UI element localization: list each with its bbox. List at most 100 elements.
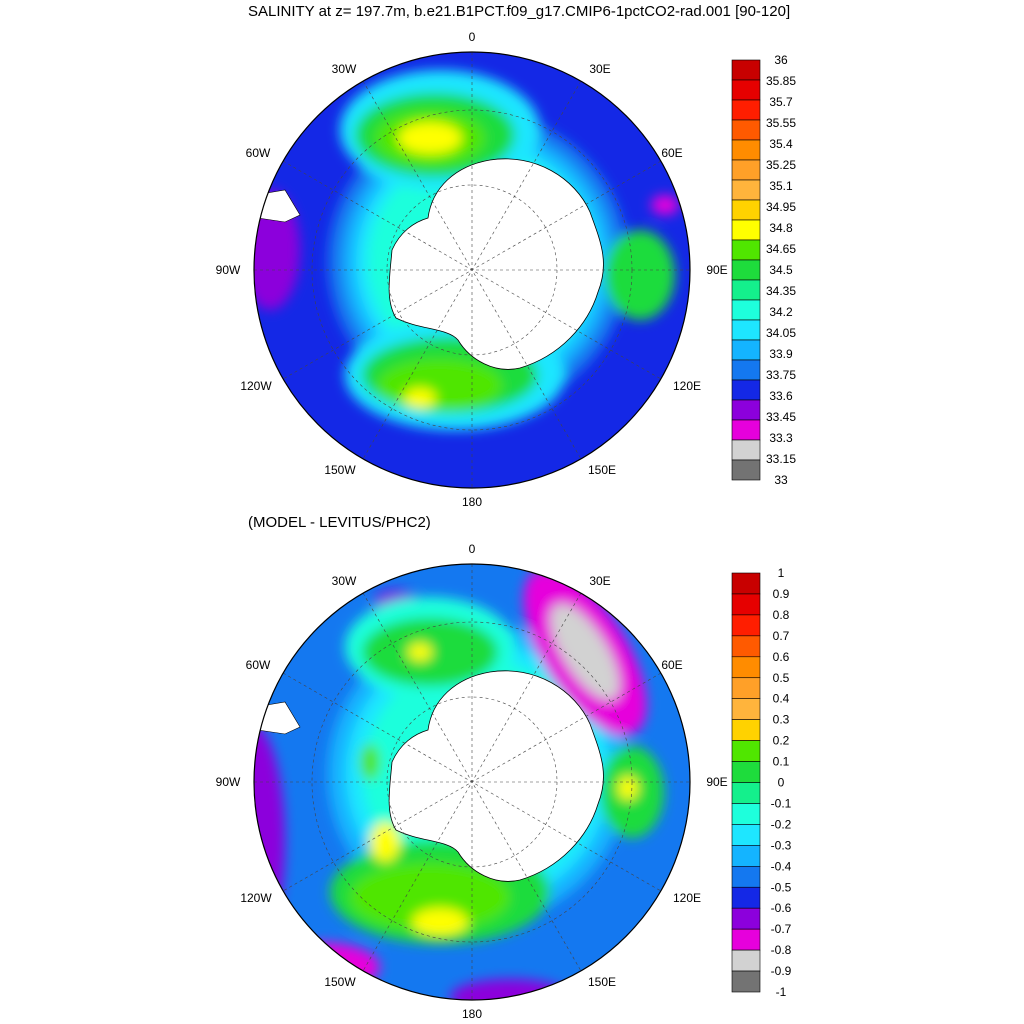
colorbar-swatch: [731, 656, 761, 679]
colorbar-tick-label: 33: [774, 473, 788, 487]
colorbar-swatch: [731, 824, 761, 846]
colorbar-tick-label: -0.6: [771, 901, 792, 915]
colorbar-swatch: [731, 593, 761, 616]
colorbar-tick-label: 0.9: [773, 587, 790, 601]
colorbar-tick-label: -0.2: [771, 817, 792, 831]
colorbar-swatch: [731, 399, 761, 421]
colorbar-tick-label: 34.65: [766, 242, 796, 256]
lon-label-60w: 60W: [246, 146, 271, 160]
colorbar-tick-label: 35.85: [766, 74, 796, 88]
lon-label-150e: 150E: [588, 975, 616, 989]
colorbar-tick-label: 34.95: [766, 200, 796, 214]
salinity-map-panel: 0 30E 60E 90E 120E 150E 180 150W 120W 90…: [216, 30, 797, 509]
colorbar-swatch: [731, 159, 761, 181]
colorbar-tick-label: 33.75: [766, 368, 796, 382]
colorbar-tick-label: 34.5: [769, 263, 793, 277]
lon-label-120e: 120E: [673, 379, 701, 393]
colorbar-tick-label: 0.5: [773, 671, 790, 685]
colorbar-tick-label: 33.9: [769, 347, 793, 361]
graticule: [254, 52, 690, 488]
colorbar-tick-label: -0.7: [771, 922, 792, 936]
lon-label-120e: 120E: [673, 891, 701, 905]
colorbar-swatch: [731, 259, 761, 281]
colorbar-swatch: [731, 239, 761, 261]
colorbar-tick-label: 0: [778, 776, 785, 790]
colorbar-swatch: [731, 219, 761, 241]
lon-label-120w: 120W: [240, 891, 272, 905]
colorbar-swatch: [731, 339, 761, 361]
colorbar-swatch: [731, 119, 761, 141]
colorbar-tick-label: 0.4: [773, 692, 790, 706]
colorbar-swatch: [731, 59, 761, 81]
colorbar-swatch: [731, 865, 761, 888]
lon-label-90e: 90E: [706, 775, 727, 789]
colorbar-swatch: [731, 299, 761, 321]
lon-label-180: 180: [462, 1007, 482, 1021]
difference-subtitle: (MODEL - LEVITUS/PHC2): [248, 514, 431, 531]
colorbar-swatch: [731, 459, 761, 481]
lon-label-0: 0: [469, 30, 476, 44]
colorbar-tick-label: 34.8: [769, 221, 793, 235]
colorbar-tick-label: 0.8: [773, 608, 790, 622]
colorbar-swatch: [731, 79, 761, 101]
colorbar-tick-label: 34.05: [766, 326, 796, 340]
colorbar-tick-label: -0.1: [771, 796, 792, 810]
colorbar-swatch: [731, 99, 761, 121]
colorbar-swatch: [731, 761, 761, 783]
lon-label-150w: 150W: [324, 975, 356, 989]
colorbar-swatch: [731, 740, 761, 762]
colorbar-tick-label: 36: [774, 53, 788, 67]
colorbar-swatch: [731, 179, 761, 201]
colorbar-tick-label: 33.6: [769, 389, 793, 403]
lon-label-30w: 30W: [332, 62, 357, 76]
colorbar-tick-label: 35.7: [769, 95, 793, 109]
colorbar-tick-label: -0.3: [771, 838, 792, 852]
lon-label-30w: 30W: [332, 574, 357, 588]
colorbar-swatch: [731, 949, 761, 972]
colorbar-tick-label: 1: [778, 566, 785, 580]
salinity-field: [254, 52, 690, 488]
graticule: [254, 564, 690, 1000]
colorbar-tick-label: 35.4: [769, 137, 793, 151]
colorbar-swatch: [731, 782, 761, 804]
colorbar-swatch: [731, 928, 761, 951]
colorbar-swatch: [731, 614, 761, 637]
colorbar-swatch: [731, 719, 761, 741]
lon-label-30e: 30E: [589, 62, 610, 76]
lon-label-150w: 150W: [324, 463, 356, 477]
lon-label-30e: 30E: [589, 574, 610, 588]
colorbar-swatch: [731, 572, 761, 595]
lon-label-90w: 90W: [216, 263, 241, 277]
colorbar-tick-label: 34.35: [766, 284, 796, 298]
colorbar-tick-label: 34.2: [769, 305, 793, 319]
colorbar-swatch: [731, 319, 761, 341]
colorbar-tick-label: 35.1: [769, 179, 793, 193]
lon-label-60e: 60E: [661, 658, 682, 672]
lon-label-60e: 60E: [661, 146, 682, 160]
colorbar-swatch: [731, 359, 761, 381]
colorbar-tick-label: -0.5: [771, 880, 792, 894]
colorbar-swatch: [731, 419, 761, 441]
colorbar-swatch: [731, 677, 761, 700]
colorbar-swatch: [731, 279, 761, 301]
colorbar-tick-label: -0.9: [771, 964, 792, 978]
colorbar-swatch: [731, 199, 761, 221]
map-border: [253, 563, 691, 1001]
colorbar-swatch: [731, 139, 761, 161]
colorbar-swatch: [731, 635, 761, 658]
map-border: [253, 51, 691, 489]
salinity-colorbar: 36 35.85 35.7 35.55 35.4 35.25 35.1 34.95 34.8 34…: [731, 53, 796, 487]
lon-label-120w: 120W: [240, 379, 272, 393]
colorbar-swatch: [731, 439, 761, 461]
colorbar-tick-label: 0.6: [773, 650, 790, 664]
colorbar-tick-label: 33.45: [766, 410, 796, 424]
lon-label-180: 180: [462, 495, 482, 509]
lon-label-90e: 90E: [706, 263, 727, 277]
lon-label-60w: 60W: [246, 658, 271, 672]
colorbar-tick-label: 35.55: [766, 116, 796, 130]
colorbar-tick-label: 0.2: [773, 734, 790, 748]
colorbar-tick-label: -0.8: [771, 943, 792, 957]
difference-colorbar: 1 0.9 0.8 0.7 0.6 0.5 0.4 0.3 0.2 0.1 0 -0.1 -0.2 -0.…: [731, 566, 792, 999]
colorbar-tick-label: 0.7: [773, 629, 790, 643]
colorbar-swatch: [731, 907, 761, 930]
